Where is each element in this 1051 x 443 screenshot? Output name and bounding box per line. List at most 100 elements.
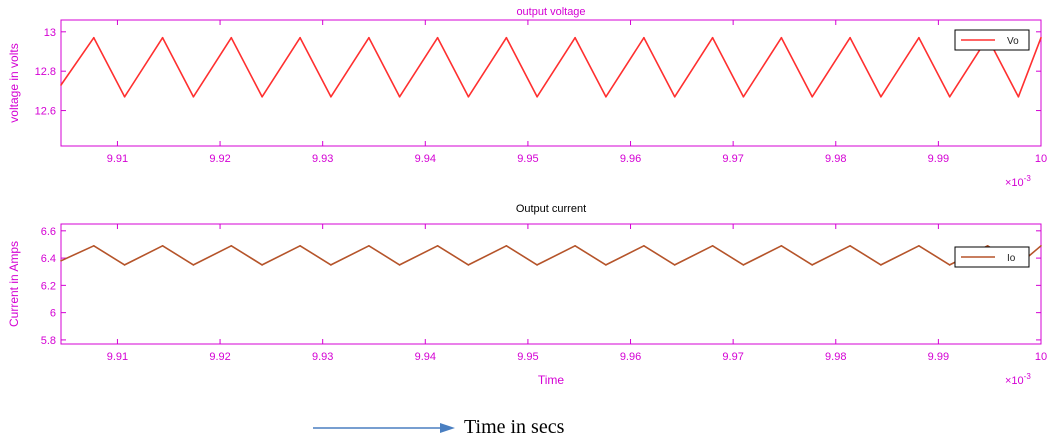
legend-label: Io (1007, 253, 1016, 264)
y-tick-label: 6.2 (41, 280, 56, 292)
time-arrow (313, 423, 455, 433)
series-point (1040, 36, 1042, 39)
x-tick-label: 9.91 (107, 351, 128, 363)
series-point (780, 245, 783, 247)
series-point (330, 264, 332, 266)
series-point (436, 36, 439, 39)
legend-label: Vo (1007, 36, 1019, 47)
series-point (398, 96, 401, 98)
series-point (230, 245, 233, 247)
series-point (574, 36, 576, 39)
x-tick-label: 9.96 (620, 153, 641, 165)
y-axis-label: Current in Amps (7, 241, 21, 327)
series-point (880, 96, 882, 98)
series-point (123, 96, 126, 98)
series-point (918, 245, 920, 247)
x-tick-label: 9.93 (312, 351, 333, 363)
series-point (811, 264, 813, 266)
series-point (880, 264, 882, 266)
series-point (605, 96, 607, 98)
plot-frame (60, 19, 1042, 147)
series-point (161, 245, 164, 247)
time-arrow-head (440, 423, 455, 433)
series-point (986, 245, 989, 247)
series-point (673, 96, 676, 98)
x-tick-label: 9.96 (620, 351, 641, 363)
series-point (467, 264, 470, 266)
plot-frame (60, 223, 1042, 345)
y-tick-label: 13 (44, 27, 56, 39)
series-line-vo (60, 36, 1042, 98)
series-point (192, 96, 195, 98)
chart-title: output voltage (516, 6, 585, 18)
series-point (849, 245, 851, 247)
series-point (60, 84, 62, 86)
x-tick-label: 9.98 (825, 153, 846, 165)
series-point (711, 36, 714, 39)
series-point (436, 245, 439, 247)
series-point (1040, 245, 1042, 247)
series-point (742, 96, 745, 98)
series-point (261, 264, 263, 266)
series-point (643, 245, 645, 247)
series-point (93, 245, 95, 247)
x-tick-label: 9.98 (825, 351, 846, 363)
series-point (948, 96, 951, 98)
y-tick-label: 12.6 (35, 106, 56, 118)
series-point (505, 245, 508, 247)
series-point (643, 36, 645, 39)
series-point (673, 264, 676, 266)
series-point (467, 96, 470, 98)
series-point (123, 264, 126, 266)
current-chart: Output current 9.91 9.92 9.93 9.94 9.95 9.96 9.… (7, 203, 1047, 387)
x-tick-label: 9.97 (722, 153, 743, 165)
y-tick-label: 5.8 (41, 335, 56, 347)
series-point (161, 36, 164, 39)
legend: Vo (954, 29, 1030, 51)
series-point (398, 264, 401, 266)
x-tick-label: 9.94 (415, 153, 436, 165)
series-point (742, 264, 745, 266)
series-point (536, 264, 538, 266)
series-point (261, 96, 263, 98)
x-tick-label: 9.94 (415, 351, 436, 363)
series-point (811, 96, 813, 98)
series-point (918, 36, 920, 39)
x-axis-label: Time (538, 373, 565, 387)
series-point (574, 245, 576, 247)
series-point (60, 260, 62, 262)
x-tick-label: 10 (1035, 153, 1047, 165)
series-point (192, 264, 195, 266)
series-point (849, 36, 851, 39)
x-tick-label: 9.92 (209, 351, 230, 363)
legend: Io (954, 246, 1030, 268)
x-tick-label: 9.92 (209, 153, 230, 165)
x-exponent-label: ×10-3 (1005, 372, 1031, 387)
series-point (230, 36, 233, 39)
series-point (330, 96, 332, 98)
series-point (711, 245, 714, 247)
series-point (536, 96, 538, 98)
y-tick-label: 6 (50, 308, 56, 320)
series-point (93, 36, 95, 39)
x-tick-label: 9.93 (312, 153, 333, 165)
series-point (299, 245, 301, 247)
x-tick-label: 9.99 (928, 351, 949, 363)
series-point (1017, 96, 1020, 98)
series-point (368, 245, 370, 247)
x-tick-label: 9.97 (722, 351, 743, 363)
series-point (780, 36, 783, 39)
y-tick-label: 12.8 (35, 66, 56, 78)
series-point (299, 36, 301, 39)
series-point (505, 36, 508, 39)
x-tick-label: 10 (1035, 351, 1047, 363)
series-point (368, 36, 370, 39)
chart-title: Output current (516, 203, 586, 215)
x-tick-label: 9.95 (517, 153, 538, 165)
time-caption: Time in secs (464, 416, 565, 438)
x-exponent-label: ×10-3 (1005, 174, 1031, 189)
series-point (605, 264, 607, 266)
series-line-io (60, 245, 1042, 266)
x-tick-label: 9.91 (107, 153, 128, 165)
